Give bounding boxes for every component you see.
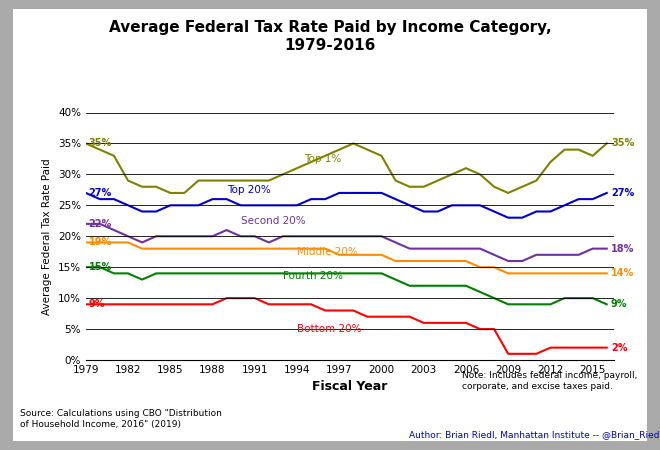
Text: 14%: 14% [611,268,634,279]
Text: Bottom 20%: Bottom 20% [297,324,362,334]
Text: 15%: 15% [88,262,112,272]
Text: 9%: 9% [88,299,105,309]
Text: Note: Includes federal income, payroll,
corporate, and excise taxes paid.: Note: Includes federal income, payroll, … [462,371,638,391]
Text: Top 20%: Top 20% [226,185,271,195]
Text: Fourth 20%: Fourth 20% [283,271,343,281]
Y-axis label: Average Federal Tax Rate Paid: Average Federal Tax Rate Paid [42,158,52,315]
Text: 35%: 35% [611,139,634,148]
Text: Author: Brian Riedl, Manhattan Institute -- @Brian_Riedl: Author: Brian Riedl, Manhattan Institute… [409,430,660,439]
Text: 35%: 35% [88,139,112,148]
Text: Middle 20%: Middle 20% [297,247,358,256]
Text: Second 20%: Second 20% [241,216,306,226]
Text: 27%: 27% [611,188,634,198]
Text: 9%: 9% [611,299,628,309]
Text: 2%: 2% [611,342,628,353]
Text: 22%: 22% [88,219,112,229]
Text: Top 1%: Top 1% [304,154,341,164]
Text: 27%: 27% [88,188,112,198]
Text: 19%: 19% [88,238,112,248]
Text: Average Federal Tax Rate Paid by Income Category,
1979-2016: Average Federal Tax Rate Paid by Income … [109,20,551,53]
Text: 18%: 18% [611,243,634,254]
X-axis label: Fiscal Year: Fiscal Year [312,380,387,393]
Text: Source: Calculations using CBO "Distribution
of Household Income, 2016" (2019): Source: Calculations using CBO "Distribu… [20,410,222,429]
